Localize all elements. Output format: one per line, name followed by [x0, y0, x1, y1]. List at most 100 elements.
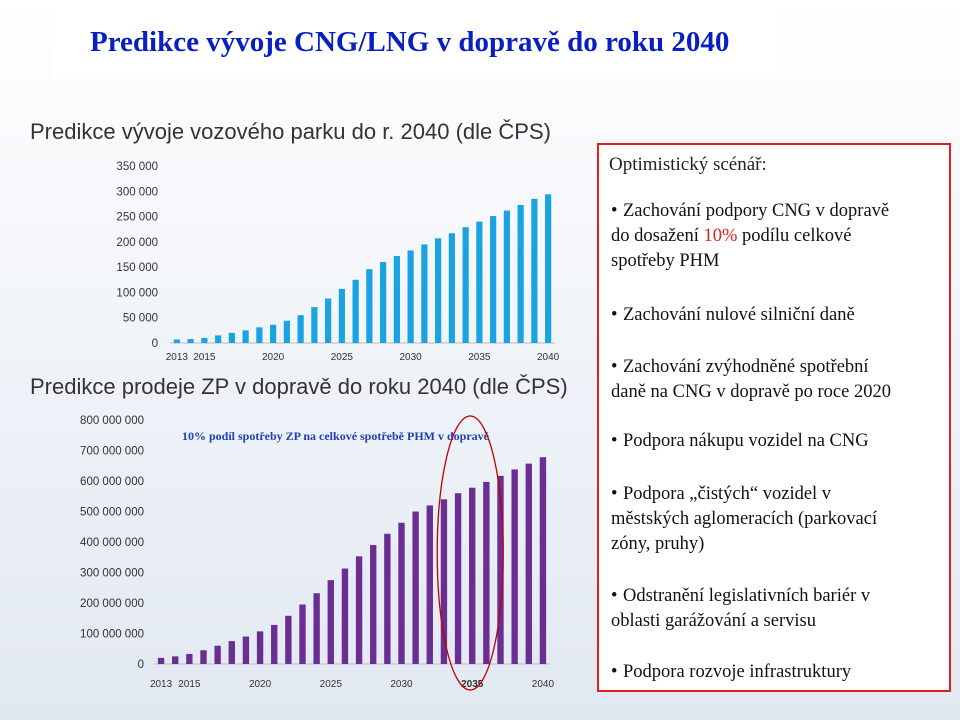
x-tick-label-highlight: 2035: [461, 679, 484, 690]
y-tick-label: 150 000: [116, 262, 158, 274]
bar-2016: [215, 335, 222, 343]
bar-2025: [327, 580, 334, 664]
y-tick-label: 300 000 000: [80, 568, 144, 580]
y-tick-label: 400 000 000: [80, 537, 144, 549]
bar-2038: [511, 469, 518, 664]
highlight-ellipse: [436, 415, 504, 691]
bullet-text: Podpora „čistých“ vozidel v: [623, 484, 832, 504]
bar-2039: [531, 198, 538, 343]
y-tick-label: 250 000: [116, 212, 158, 224]
bar-2034: [462, 227, 469, 343]
bar-2022: [297, 315, 304, 343]
bar-2024: [313, 593, 320, 664]
bar-2018: [228, 641, 235, 664]
bar-2027: [366, 269, 373, 343]
y-tick-label: 100 000 000: [80, 629, 144, 641]
bullet-text: zóny, pruhy): [611, 534, 705, 554]
bar-2035: [469, 487, 476, 664]
y-tick-label: 50 000: [123, 313, 158, 325]
bar-2033: [440, 499, 448, 664]
bar-2015: [186, 653, 193, 664]
bar-2022: [285, 615, 292, 664]
bar-2016: [200, 650, 207, 664]
y-tick-label: 100 000: [116, 287, 158, 299]
x-tick-label: 2030: [400, 352, 423, 363]
bullet-vehicle-purchase: • Podpora nákupu vozidel na CNG: [611, 429, 941, 454]
slide-title: Predikce vývoje CNG/LNG v dopravě do rok…: [90, 26, 730, 58]
bullet-cng-support: • Zachování podpory CNG v dopravě do dosa…: [611, 199, 941, 274]
x-tick-label: 2015: [178, 679, 201, 690]
bullet-text: spotřeby PHM: [611, 251, 720, 271]
bar-2035: [476, 221, 483, 343]
bar-2021: [271, 624, 278, 664]
bar-2029: [393, 256, 400, 343]
bullet-text: do dosažení: [611, 226, 704, 246]
bar-2030: [398, 522, 405, 664]
bar-2014: [187, 338, 194, 343]
bullet-text: podílu celkové: [737, 226, 852, 246]
bar-2013: [173, 339, 180, 343]
x-tick-label: 2020: [249, 679, 272, 690]
y-tick-label: 700 000 000: [80, 446, 144, 458]
bar-2031: [421, 244, 428, 343]
bar-2026: [352, 279, 359, 343]
bar-2018: [242, 330, 249, 343]
y-tick-label: 0: [152, 338, 158, 350]
bullet-dot: •: [611, 201, 618, 221]
bar-2040: [539, 457, 547, 664]
bar-2028: [380, 262, 387, 343]
bar-2024: [325, 298, 332, 343]
bullet-text: Zachování nulové silniční daně: [623, 305, 855, 325]
bar-2033: [448, 233, 455, 343]
x-tick-label: 2035: [468, 352, 491, 363]
bar-2032: [435, 238, 442, 343]
y-tick-label: 200 000: [116, 237, 158, 249]
x-tick-label: 2020: [262, 352, 285, 363]
scenario-box: Optimistický scénář: • Zachování podpory …: [597, 143, 951, 692]
x-tick-label: 2025: [331, 352, 354, 363]
bar-2032: [426, 505, 433, 664]
y-tick-label: 0: [138, 659, 144, 671]
bar-2014: [172, 656, 179, 664]
bar-2020: [270, 324, 277, 343]
bar-2037: [503, 210, 510, 343]
bullet-text: městských aglomeracích (parkovací: [611, 509, 878, 529]
bar-2029: [384, 533, 391, 664]
bar-2015: [201, 337, 208, 343]
bullet-zero-road-tax: • Zachování nulové silniční daně: [611, 303, 941, 328]
bullet-excise-tax: • Zachování zvýhodněné spotřební daně na …: [611, 355, 941, 405]
x-tick-label: 2015: [193, 352, 216, 363]
bar-2028: [370, 545, 377, 664]
bullet-infrastructure: • Podpora rozvoje infrastruktury: [611, 660, 941, 685]
bar-2036: [483, 481, 490, 664]
chart-annotation: 10% podíl spotřeby ZP na celkové spotřeb…: [182, 429, 490, 443]
chart-vehicle-fleet: Predikce vývoje vozového parku do r. 204…: [30, 119, 560, 363]
bar-2039: [525, 463, 532, 664]
bullet-text: daně na CNG v dopravě po roce 2020: [611, 382, 891, 402]
bar-2023: [311, 307, 318, 343]
y-tick-label: 800 000 000: [80, 415, 144, 427]
bullet-dot: •: [611, 662, 618, 682]
chart-gas-sales: Predikce prodeje ZP v dopravě do roku 20…: [30, 374, 568, 691]
y-tick-label: 350 000: [116, 161, 158, 173]
bar-2036: [490, 216, 497, 343]
y-tick-label: 300 000: [116, 186, 158, 198]
bar-2034: [454, 493, 462, 664]
x-tick-label: 2030: [390, 679, 413, 690]
bullet-dot: •: [611, 586, 618, 606]
bullet-dot: •: [611, 357, 618, 377]
y-tick-label: 600 000 000: [80, 476, 144, 488]
x-tick-label: 2040: [532, 679, 555, 690]
bullet-legislative-barriers: • Odstranění legislativních bariér v obla…: [611, 584, 941, 634]
x-tick-label: 2040: [537, 352, 560, 363]
bar-2023: [299, 604, 306, 664]
bar-2031: [412, 511, 419, 664]
bar-2017: [228, 332, 235, 343]
bullet-text: Odstranění legislativních bariér v: [623, 586, 871, 606]
scenario-heading: Optimistický scénář:: [609, 154, 767, 175]
y-tick-label: 500 000 000: [80, 507, 144, 519]
charts-canvas: Predikce vývoje vozového parku do r. 204…: [30, 119, 568, 691]
bullet-dot: •: [611, 305, 618, 325]
bullet-text: Zachování zvýhodněné spotřební: [623, 357, 869, 377]
bar-2027: [355, 556, 363, 664]
